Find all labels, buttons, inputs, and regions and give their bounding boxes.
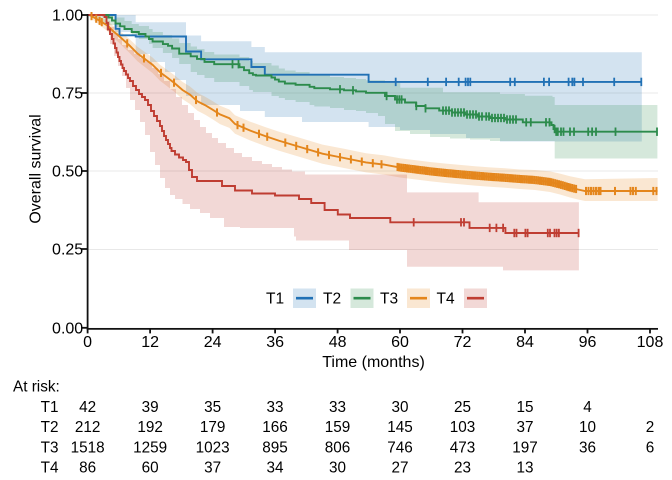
svg-text:212: 212 — [75, 419, 101, 436]
svg-text:Time (months): Time (months) — [322, 354, 425, 371]
svg-text:T2: T2 — [323, 290, 341, 307]
svg-text:T3: T3 — [380, 290, 398, 307]
svg-text:1023: 1023 — [196, 440, 230, 457]
svg-text:6: 6 — [646, 440, 655, 457]
svg-text:60: 60 — [142, 460, 159, 477]
svg-text:27: 27 — [392, 460, 409, 477]
svg-text:1518: 1518 — [71, 440, 105, 457]
svg-text:12: 12 — [141, 334, 159, 351]
svg-text:103: 103 — [450, 419, 476, 436]
svg-text:39: 39 — [142, 399, 159, 416]
svg-text:Overall survival: Overall survival — [28, 114, 45, 223]
svg-text:30: 30 — [392, 399, 409, 416]
svg-text:48: 48 — [329, 334, 347, 351]
svg-text:37: 37 — [517, 419, 534, 436]
svg-text:T4: T4 — [41, 460, 59, 477]
svg-text:166: 166 — [262, 419, 288, 436]
svg-text:0.75: 0.75 — [52, 86, 83, 103]
svg-text:23: 23 — [454, 460, 471, 477]
svg-text:473: 473 — [450, 440, 476, 457]
svg-text:96: 96 — [579, 334, 597, 351]
svg-text:35: 35 — [204, 399, 221, 416]
svg-text:36: 36 — [266, 334, 284, 351]
svg-text:108: 108 — [637, 334, 664, 351]
svg-text:60: 60 — [391, 334, 409, 351]
svg-text:33: 33 — [329, 399, 346, 416]
svg-text:86: 86 — [79, 460, 96, 477]
svg-text:895: 895 — [262, 440, 288, 457]
svg-text:13: 13 — [517, 460, 534, 477]
svg-text:72: 72 — [454, 334, 472, 351]
svg-text:0.25: 0.25 — [52, 242, 83, 259]
svg-text:806: 806 — [325, 440, 351, 457]
svg-text:145: 145 — [387, 419, 413, 436]
svg-text:42: 42 — [79, 399, 96, 416]
svg-text:1.00: 1.00 — [52, 8, 83, 25]
svg-text:192: 192 — [137, 419, 163, 436]
svg-text:84: 84 — [516, 334, 534, 351]
svg-text:0.00: 0.00 — [52, 321, 83, 338]
svg-text:36: 36 — [579, 440, 596, 457]
svg-text:10: 10 — [579, 419, 596, 436]
svg-text:T3: T3 — [41, 440, 59, 457]
svg-text:T2: T2 — [41, 419, 59, 436]
svg-text:T1: T1 — [41, 399, 59, 416]
svg-text:746: 746 — [387, 440, 413, 457]
svg-text:T4: T4 — [437, 290, 455, 307]
svg-text:15: 15 — [517, 399, 534, 416]
svg-text:197: 197 — [512, 440, 538, 457]
svg-text:T1: T1 — [266, 290, 284, 307]
svg-text:30: 30 — [329, 460, 346, 477]
svg-text:2: 2 — [646, 419, 655, 436]
svg-text:37: 37 — [204, 460, 221, 477]
svg-text:33: 33 — [267, 399, 284, 416]
svg-text:179: 179 — [200, 419, 226, 436]
svg-text:At risk:: At risk: — [13, 379, 60, 396]
svg-text:24: 24 — [204, 334, 222, 351]
svg-text:1259: 1259 — [133, 440, 167, 457]
svg-text:159: 159 — [325, 419, 351, 436]
svg-text:25: 25 — [454, 399, 471, 416]
svg-text:4: 4 — [583, 399, 592, 416]
svg-text:0.50: 0.50 — [52, 164, 83, 181]
svg-text:0: 0 — [83, 334, 92, 351]
svg-text:34: 34 — [267, 460, 285, 477]
